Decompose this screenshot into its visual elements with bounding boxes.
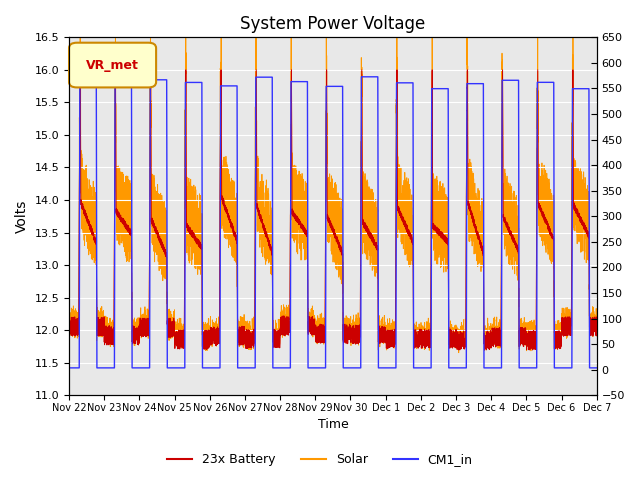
FancyBboxPatch shape — [69, 43, 156, 87]
Text: VR_met: VR_met — [86, 59, 140, 72]
X-axis label: Time: Time — [317, 419, 348, 432]
Title: System Power Voltage: System Power Voltage — [240, 15, 426, 33]
Y-axis label: Volts: Volts — [15, 200, 29, 233]
Legend: 23x Battery, Solar, CM1_in: 23x Battery, Solar, CM1_in — [163, 448, 477, 471]
